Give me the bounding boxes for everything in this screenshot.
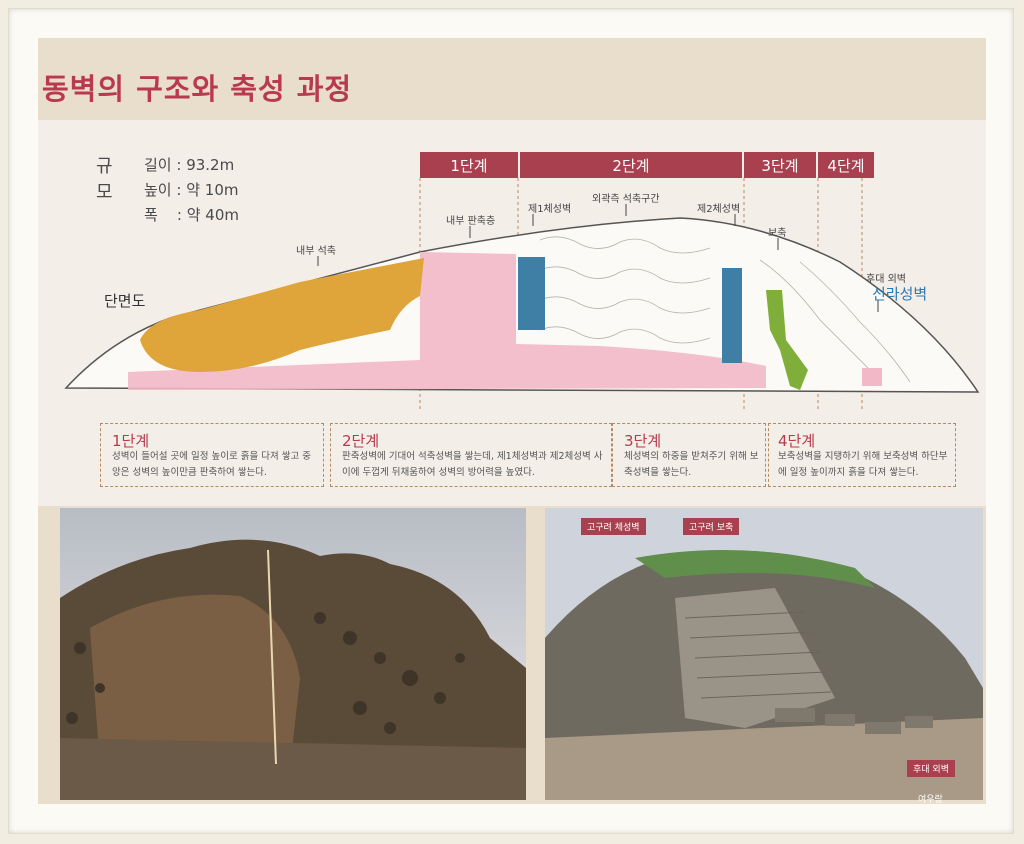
tag-goguryeo-wall: 고구려 체성벽 [581, 518, 646, 535]
first-wall [518, 257, 545, 330]
step-4-desc: 보축성벽을 지탱하기 위해 보축성벽 하단부에 일정 높이까지 흙을 다져 쌓는… [778, 451, 948, 478]
label-inner-rammed: 내부 판축층 [446, 216, 496, 227]
step-1-desc: 성벽이 들어설 곳에 일정 높이로 흙을 다져 쌓고 중앙은 성벽의 높이만큼 … [112, 451, 311, 478]
board-title: 동벽의 구조와 축성 과정 [42, 72, 353, 106]
step-box-1 [100, 423, 324, 487]
stage-bar-3: 3단계 [744, 152, 816, 178]
reinforcement-wall [766, 290, 808, 390]
label-outer-stone: 외곽측 석축구간 [592, 194, 660, 205]
spec-length: 길이 : 93.2m [144, 156, 235, 174]
stage-bar-1: 1단계 [420, 152, 518, 178]
spec-width: 폭 : 약 40m [144, 206, 239, 224]
step-1-title: 1단계 [112, 432, 150, 450]
step-2-desc: 판축성벽에 기대어 석축성벽을 쌓는데, 제1체성벽과 제2체성벽 사이에 두껍… [342, 451, 603, 478]
label-later-outer: 후대 외벽 [866, 274, 906, 285]
photo-earth-wall [60, 508, 526, 800]
step-3-title: 3단계 [624, 432, 662, 450]
later-outer-wall [862, 368, 882, 386]
spec-height: 높이 : 약 10m [144, 181, 239, 199]
step-4-title: 4단계 [778, 432, 816, 450]
label-second-wall: 제2체성벽 [697, 204, 741, 215]
rammed-earth-layer [128, 252, 766, 390]
section-label: 단면도 [104, 292, 146, 310]
label-inner-stone: 내부 석축 [296, 246, 336, 257]
signature: 여우랑 [918, 795, 943, 805]
label-first-wall: 제1체성벽 [528, 204, 572, 215]
photo-stone-wall: 고구려 체성벽 고구려 보축 후대 외벽 [545, 508, 983, 800]
label-reinforce: 보축 [768, 228, 787, 239]
step-2-title: 2단계 [342, 432, 380, 450]
step-box-3 [612, 423, 766, 487]
second-wall [722, 268, 742, 363]
spec-label: 규모 [96, 156, 113, 203]
inner-stone-layer [140, 258, 424, 372]
step-box-4 [768, 423, 956, 487]
label-silla-wall: 신라성벽 [872, 285, 928, 303]
stage-bar-4: 4단계 [818, 152, 874, 178]
tag-later-outer: 후대 외벽 [907, 760, 955, 777]
step-3-desc: 체성벽의 하중을 받쳐주기 위해 보축성벽을 쌓는다. [624, 451, 759, 478]
stage-bar-2: 2단계 [520, 152, 742, 178]
tag-goguryeo-reinforce: 고구려 보축 [683, 518, 740, 535]
step-box-2 [330, 423, 612, 487]
